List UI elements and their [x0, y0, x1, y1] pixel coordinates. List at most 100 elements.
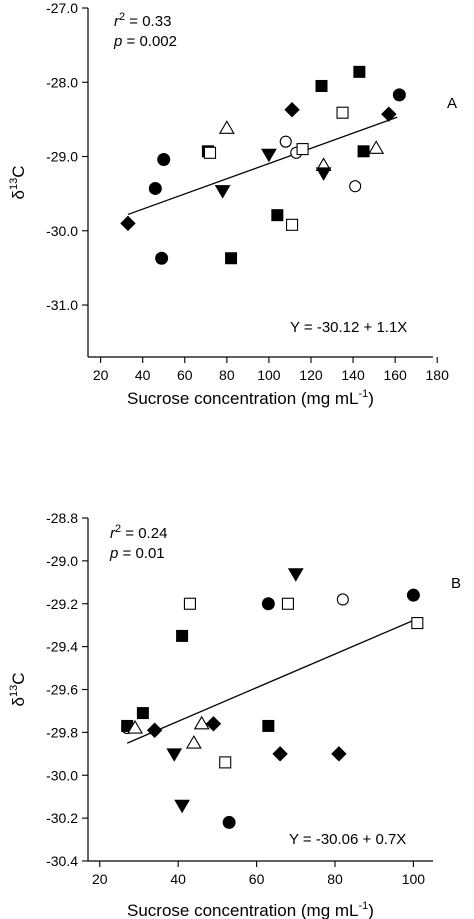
panel-a-y-tick-label: -30.0	[46, 223, 78, 239]
panel-a-x-tick-label: 60	[177, 367, 193, 383]
panel-b-y-tick-label: -29.8	[46, 724, 78, 740]
panel-b-x-axis-title-sup: -1	[359, 900, 369, 912]
panel-b-y-tick-label: -29.0	[46, 553, 78, 569]
panel-b-y-axis-title-main: δ	[9, 697, 28, 706]
panel-b-point-open-square	[281, 597, 294, 610]
panel-b-x-axis-title-main: Sucrose concentration (mg mL	[127, 901, 359, 919]
panel-a-point-filled-square	[225, 252, 238, 265]
panel-a-point-open-square	[286, 218, 299, 231]
panel-a-y-tick-label: -27.0	[46, 0, 78, 16]
panel-b-y-tick-label: -29.2	[46, 596, 78, 612]
panel-b-point-open-square	[183, 597, 196, 610]
panel-a-point-filled-triangle	[315, 167, 332, 181]
panel-a-x-axis-title-sup: -1	[359, 388, 369, 400]
panel-b-y-tick-label: -30.4	[46, 853, 78, 869]
panel-b-p-value: p = 0.01	[109, 545, 165, 562]
panel-b-y-tick-label: -30.2	[46, 810, 78, 826]
panel-b-regression-line	[126, 618, 418, 744]
panel-a-y-tick-label: -28.0	[46, 74, 78, 90]
panel-b-p-value-text: = 0.01	[118, 545, 164, 562]
panel-a-point-filled-triangle	[214, 185, 231, 199]
panel-a-y-tick-label: -31.0	[46, 297, 78, 313]
panel-b-point-filled-diamond	[205, 716, 222, 732]
panel-a-r-squared-symbol: r	[114, 13, 120, 30]
panel-a-point-filled-circle	[392, 88, 406, 102]
panel-b-y-axis-title: δ13C	[8, 673, 28, 707]
panel-b-point-open-square	[219, 756, 232, 769]
panel-a-x-axis-title-close: )	[368, 389, 374, 408]
panel-a-x-tick-label: 40	[135, 367, 151, 383]
panel-a-point-filled-square	[357, 145, 370, 158]
panel-b-point-open-triangle	[193, 715, 210, 730]
panel-a-y-tick-label: -29.0	[46, 149, 78, 165]
panel-a-point-open-triangle	[218, 120, 235, 134]
panel-b-x-axis-title-close: )	[368, 901, 374, 919]
panel-b-y-tick-label: -30.0	[46, 767, 78, 783]
panel-a-point-filled-square	[315, 79, 328, 92]
panel-b-x-tick-label: 40	[170, 871, 186, 887]
panel-b-point-filled-triangle	[174, 799, 190, 814]
panel-b-point-filled-square	[262, 719, 275, 732]
panel-b-point-open-square	[411, 616, 424, 630]
panel-a-x-tick-label: 20	[93, 367, 109, 383]
panel-a-point-filled-circle	[157, 152, 171, 166]
panel-a-x-tick-label: 160	[383, 367, 407, 383]
panel-b-point-filled-circle	[222, 815, 236, 829]
panel-b-label: B	[451, 575, 461, 592]
panel-b-point-filled-circle	[261, 597, 275, 611]
panel-a-point-filled-square	[353, 65, 366, 78]
panel-b-point-filled-triangle	[166, 748, 183, 762]
panel-b-point-filled-square	[136, 707, 149, 720]
panel-b-point-filled-diamond	[272, 746, 288, 762]
panel-a-x-tick-label: 140	[341, 367, 365, 383]
panel-a-point-filled-square	[271, 209, 284, 222]
panel-b-point-filled-diamond	[331, 746, 347, 762]
panel-a-r-squared: r2 = 0.33	[114, 11, 171, 30]
panel-b-point-filled-circle	[406, 588, 420, 602]
panel-b-r-squared-symbol: r	[110, 525, 116, 542]
panel-a-y-axis-title-suffix: C	[9, 166, 28, 178]
panel-a-p-symbol: p	[113, 33, 122, 50]
panel-b-x-tick-label: 80	[327, 871, 343, 887]
panel-b-point-open-circle	[336, 593, 349, 606]
panel-a-x-axis-title-main: Sucrose concentration (mg mL	[127, 389, 359, 408]
panel-b-y-axis-title-suffix: C	[9, 673, 28, 685]
panel-b-p-symbol: p	[109, 545, 118, 562]
panel-b-y-axis-title-sup: 13	[8, 685, 20, 697]
panel-a-x-tick-label: 180	[426, 367, 450, 383]
panel-b-r-squared-sup: 2	[115, 523, 121, 535]
panel-a-point-open-circle	[279, 135, 292, 148]
panel-a-point-open-triangle	[368, 140, 385, 154]
panel-b-y-tick-label: -29.6	[46, 682, 78, 698]
panel-b-x-tick-label: 60	[249, 871, 265, 887]
panel-a-regression-line	[127, 116, 398, 216]
panel-a-point-open-square	[296, 143, 309, 156]
panel-b-y-tick-label: -29.4	[46, 639, 78, 655]
panel-a-y-axis-title-sup: 13	[8, 178, 20, 190]
panel-a-x-tick-label: 100	[257, 367, 281, 383]
panel-a-x-axis-title: Sucrose concentration (mg mL-1)	[127, 388, 374, 408]
panel-a-point-open-square	[336, 106, 349, 119]
panel-a-p-value: p = 0.002	[113, 33, 177, 50]
panel-a-p-value-text: = 0.002	[122, 33, 177, 50]
panel-a-r-squared-sup: 2	[119, 11, 125, 23]
panel-a-point-filled-triangle	[261, 148, 277, 163]
panel-a-x-tick-label: 120	[299, 367, 323, 383]
panel-a-point-filled-diamond	[120, 215, 136, 232]
panel-b-point-open-triangle	[185, 735, 202, 749]
panel-a-regression-equation: Y = -30.12 + 1.1X	[290, 319, 407, 336]
panel-b-point-open-triangle	[127, 719, 144, 734]
panel-a-point-open-square	[203, 146, 217, 159]
panel-a-y-axis-title-main: δ	[9, 190, 28, 199]
panel-a-point-filled-diamond	[284, 102, 300, 118]
panel-b-r-squared-value: = 0.24	[121, 525, 167, 542]
panel-a-x-tick-label: 80	[219, 367, 235, 383]
panel-b-regression-equation: Y = -30.06 + 0.7X	[289, 831, 406, 848]
panel-a-y-axis-title: δ13C	[8, 166, 28, 200]
panel-b-r-squared: r2 = 0.24	[110, 523, 167, 542]
panel-b-x-axis-title: Sucrose concentration (mg mL-1)	[127, 900, 374, 919]
panel-a-point-filled-diamond	[381, 106, 397, 122]
panel-a-point-filled-circle	[155, 251, 169, 265]
panel-b-y-tick-label: -28.8	[46, 510, 78, 526]
